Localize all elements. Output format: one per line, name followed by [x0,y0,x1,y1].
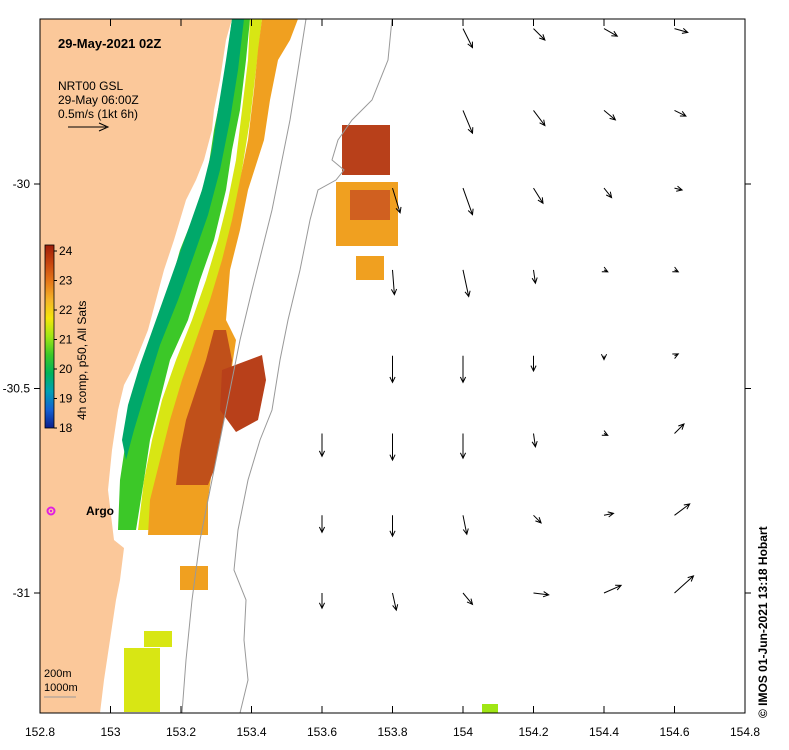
current-arrow-32 [603,584,623,594]
current-arrow-27 [603,187,613,199]
vector-product-label: NRT00 GSL [58,79,123,93]
current-arrow-1 [318,515,326,534]
x-tick-label-2: 153.2 [166,725,196,739]
sst-layer [118,19,498,713]
current-vectors [318,28,695,612]
sst-patch-south-3 [124,648,160,712]
current-arrow-13 [459,355,467,384]
vector-scale-label: 0.5m/s (1kt 6h) [58,107,138,121]
x-tick-label-5: 153.8 [377,725,407,739]
sst-patch-warm-24 [176,330,232,485]
current-arrow-37 [672,353,680,359]
y-tick-label-2: -31 [13,586,31,600]
current-arrow-39 [674,503,691,516]
current-arrow-29 [600,353,608,361]
current-arrow-17 [533,28,546,41]
current-arrow-36 [672,266,680,273]
colorbar-tick-label-4: 20 [59,362,73,376]
depth-legend-200m: 200m [44,668,72,680]
current-arrow-30 [601,430,609,436]
current-arrow-9 [462,28,474,49]
x-tick-label-1: 153 [100,725,120,739]
current-arrow-23 [533,514,542,524]
x-tick-label-8: 154.4 [589,725,619,739]
y-tick-label-1: -30.5 [3,382,31,396]
colorbar-gradient [44,244,55,429]
colorbar-tick-label-1: 23 [59,274,73,288]
x-tick-label-10: 154.8 [730,725,760,739]
current-arrow-19 [533,187,544,205]
sst-patch-south-4 [482,704,498,713]
current-arrow-10 [462,110,474,135]
current-arrow-15 [462,515,469,536]
depth-legend-1000m: 1000m [44,682,78,694]
current-arrow-18 [533,110,546,127]
x-tick-label-9: 154.6 [659,725,689,739]
sst-patch-south-2 [144,631,172,647]
current-arrow-35 [674,185,684,192]
current-arrow-26 [603,110,617,121]
axis-ticks: 152.8 153 153.2 153.4 153.6 153.8 154 154.2 154.… [3,19,760,739]
x-tick-label-3: 153.4 [236,725,266,739]
sst-patch-offshore-4 [356,256,384,280]
current-arrow-8 [392,592,399,612]
current-arrow-12 [462,269,471,298]
sst-patch-warm-23 [148,19,298,535]
sst-patch-coastal-22 [138,19,262,530]
land-mass [40,19,232,713]
x-tick-label-7: 154.2 [518,725,548,739]
x-tick-label-4: 153.6 [307,725,337,739]
current-arrow-20 [531,269,538,285]
colorbar-tick-label-3: 21 [59,333,73,347]
current-arrow-40 [674,575,695,594]
sst-patch-coastal-20 [122,19,244,460]
sst-patch-offshore-1 [342,125,390,175]
x-tick-label-0: 152.8 [25,725,55,739]
sst-patch-offshore-3 [350,190,390,220]
current-arrow-24 [533,591,550,598]
map-title: 29-May-2021 02Z [58,36,161,51]
colorbar-tick-label-2: 22 [59,303,73,317]
current-arrow-22 [531,433,538,448]
current-arrow-16 [462,592,474,606]
current-arrow-25 [603,28,619,37]
current-arrow-34 [674,109,687,117]
bathymetry-1000m [233,19,393,713]
current-arrow-6 [389,433,396,462]
sst-patch-warm-24b [220,355,266,432]
credit-text: © IMOS 01-Jun-2021 13:18 Hobart [756,526,770,718]
current-arrow-14 [459,433,467,460]
colorbar: 24 23 22 21 20 19 18 4h comp, p50, All Sats [44,244,89,435]
current-arrow-21 [530,355,537,373]
colorbar-ticks: 24 23 22 21 20 19 18 [54,244,73,435]
colorbar-tick-label-0: 24 [59,244,73,258]
current-arrow-33 [674,28,689,34]
current-arrow-0 [318,433,326,458]
current-arrow-38 [674,423,685,434]
argo-float-marker[interactable] [46,506,56,516]
current-arrow-2 [318,593,326,610]
current-arrow-28 [601,266,609,273]
vector-time-label: 29-May 06:00Z [58,93,139,107]
current-arrow-5 [389,355,396,384]
bathymetry-200m [181,19,307,713]
current-arrow-7 [389,515,396,538]
current-arrow-11 [462,187,474,216]
x-tick-label-6: 154 [453,725,473,739]
current-arrow-3 [392,187,402,214]
current-arrow-31 [603,511,615,518]
colorbar-tick-label-6: 18 [59,421,73,435]
colorbar-label: 4h comp, p50, All Sats [75,301,89,420]
current-arrow-4 [390,269,398,296]
y-tick-label-0: -30 [13,177,31,191]
argo-label: Argo [86,504,114,518]
vector-scale-arrow [68,122,110,132]
colorbar-tick-label-5: 19 [59,392,73,406]
